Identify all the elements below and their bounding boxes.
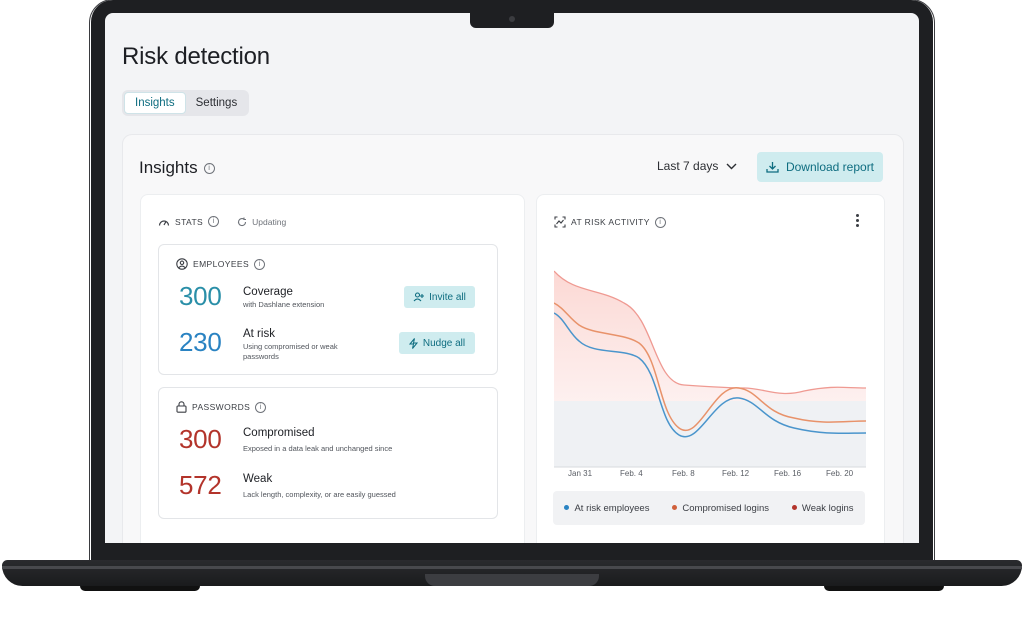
lightning-icon	[408, 337, 418, 349]
x-tick-label: Feb. 16	[774, 469, 802, 478]
nudge-all-label: Nudge all	[422, 337, 466, 349]
insights-title: Insights	[139, 158, 198, 177]
weak-desc: Lack length, complexity, or are easily g…	[243, 490, 396, 499]
legend-label: Weak logins	[801, 502, 854, 514]
chart-legend: At risk employees Compromised logins Wea…	[553, 491, 865, 525]
weak-value: 572	[179, 470, 222, 500]
activity-chart-icon	[554, 216, 566, 228]
more-options-icon[interactable]	[856, 214, 860, 228]
download-report-button[interactable]: Download report	[757, 152, 883, 182]
activity-title: AT RISK ACTIVITY	[571, 217, 650, 227]
laptop-base-edge	[2, 566, 1022, 569]
legend-label: At risk employees	[574, 502, 650, 514]
info-icon[interactable]: i	[208, 216, 220, 227]
x-tick-label: Feb. 4	[620, 469, 643, 478]
activity-header: AT RISK ACTIVITY i	[554, 216, 666, 228]
at-risk-desc: Using compromised or weak passwords	[243, 342, 338, 361]
compromised-logins-line	[554, 302, 866, 432]
weak-title: Weak	[243, 473, 273, 485]
download-report-label: Download report	[785, 160, 875, 174]
compromised-title: Compromised	[243, 427, 315, 439]
laptop-foot-left	[80, 586, 200, 591]
laptop-foot-right	[824, 586, 944, 591]
speedometer-icon	[158, 219, 170, 226]
employees-title: EMPLOYEES	[193, 259, 250, 269]
compromised-value: 300	[179, 424, 222, 454]
weak-logins-line	[554, 270, 866, 395]
nudge-all-button[interactable]: Nudge all	[399, 332, 475, 354]
legend-item[interactable]: Compromised logins	[672, 503, 769, 514]
at-risk-value: 230	[179, 327, 222, 357]
stats-status: Updating	[252, 216, 287, 227]
at-risk-activity-chart	[554, 270, 866, 468]
invite-user-icon	[413, 292, 425, 302]
stats-header: STATS i Updating	[158, 216, 286, 227]
passwords-box	[158, 387, 498, 519]
x-tick-label: Jan 31	[568, 469, 593, 478]
chevron-down-icon	[726, 163, 737, 169]
camera-notch	[470, 12, 554, 28]
legend-label: Compromised logins	[682, 502, 769, 514]
tab-bar: Insights Settings	[122, 90, 250, 116]
legend-item[interactable]: At risk employees	[564, 503, 649, 514]
period-label: Last 7 days	[657, 159, 719, 173]
info-icon[interactable]: i	[203, 162, 215, 174]
x-tick-label: Feb. 8	[672, 469, 695, 478]
x-tick-label: Feb. 12	[722, 469, 750, 478]
laptop-hinge	[425, 574, 599, 586]
download-icon	[766, 162, 779, 173]
legend-dot-icon	[672, 505, 678, 511]
tab-settings[interactable]: Settings	[195, 97, 238, 109]
at-risk-employees-area	[554, 401, 866, 467]
x-tick-label: Feb. 20	[826, 469, 854, 478]
coverage-value: 300	[179, 281, 222, 311]
legend-dot-icon	[791, 505, 797, 511]
lock-icon	[176, 401, 187, 413]
user-icon	[176, 258, 188, 270]
info-icon[interactable]: i	[255, 401, 267, 413]
coverage-desc: with Dashlane extension	[243, 300, 325, 309]
refresh-icon	[238, 217, 247, 226]
coverage-title: Coverage	[243, 286, 293, 298]
info-icon[interactable]: i	[654, 216, 666, 228]
period-dropdown[interactable]: Last 7 days	[657, 159, 737, 173]
legend-item[interactable]: Weak logins	[791, 502, 854, 514]
insights-heading: Insights i	[139, 158, 215, 178]
invite-all-button[interactable]: Invite all	[404, 286, 475, 308]
at-risk-employees-line	[554, 312, 866, 438]
stats-title: STATS	[175, 216, 204, 227]
legend-dot-icon	[564, 505, 570, 511]
page-title: Risk detection	[122, 43, 270, 70]
passwords-header: PASSWORDS i	[176, 401, 267, 413]
passwords-title: PASSWORDS	[192, 402, 251, 412]
at-risk-title: At risk	[243, 328, 275, 340]
camera-icon	[509, 16, 515, 22]
info-icon[interactable]: i	[254, 258, 266, 270]
weak-logins-area	[554, 271, 866, 401]
compromised-desc: Exposed in a data leak and unchanged sin…	[243, 444, 393, 453]
screen: Risk detection Insights Settings Insight…	[105, 13, 919, 543]
tab-insights[interactable]: Insights	[124, 92, 186, 114]
invite-all-label: Invite all	[429, 291, 466, 303]
employees-header: EMPLOYEES i	[176, 258, 266, 270]
